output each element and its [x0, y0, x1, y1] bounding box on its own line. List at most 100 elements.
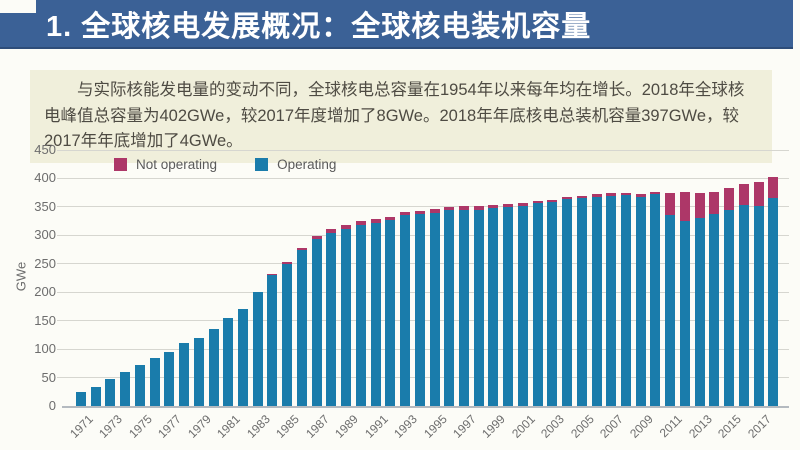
bar-operating-segment — [179, 343, 190, 406]
bar-not-operating-segment — [400, 212, 411, 215]
bar-not-operating-segment — [326, 229, 337, 233]
bar-not-operating-segment — [753, 181, 764, 206]
bar-operating-segment — [753, 205, 764, 406]
bar-not-operating-segment — [768, 177, 779, 199]
not-operating-swatch-icon — [114, 158, 127, 171]
header-notch — [0, 0, 36, 13]
bar-operating-segment — [503, 206, 514, 406]
bar-not-operating-segment — [296, 247, 307, 250]
bar-not-operating-segment — [341, 225, 352, 229]
bar-operating-segment — [90, 386, 101, 406]
bar-not-operating-segment — [282, 262, 293, 264]
bar-not-operating-segment — [414, 210, 425, 214]
bar-not-operating-segment — [724, 188, 735, 210]
y-tick-label: 200 — [34, 284, 56, 300]
bar-not-operating-segment — [635, 193, 646, 197]
bar-not-operating-segment — [591, 194, 602, 197]
bar-operating-segment — [326, 232, 337, 406]
bar-operating-segment — [429, 212, 440, 406]
summary-box: 与实际核能发电量的变动不同，全球核电总容量在1954年以来每年均在增长。2018… — [30, 70, 772, 163]
bar-operating-segment — [267, 275, 278, 406]
bar-not-operating-segment — [679, 191, 690, 222]
bar-not-operating-segment — [503, 204, 514, 207]
bar-not-operating-segment — [517, 202, 528, 206]
bar-not-operating-segment — [488, 205, 499, 209]
y-tick-label: 50 — [41, 369, 56, 385]
bar-operating-segment — [547, 202, 558, 406]
legend: Not operating Operating — [114, 157, 336, 172]
bar-operating-segment — [208, 329, 219, 406]
bar-not-operating-segment — [606, 193, 617, 196]
bar-not-operating-segment — [665, 192, 676, 216]
bar-not-operating-segment — [709, 192, 720, 214]
legend-label: Operating — [277, 157, 337, 172]
capacity-chart: GWe Not operating Operating 0 50 100 150 200… — [0, 142, 800, 445]
bar-not-operating-segment — [738, 184, 749, 206]
bar-not-operating-segment — [562, 196, 573, 199]
legend-item: Not operating — [114, 157, 217, 172]
bar-operating-segment — [694, 217, 705, 406]
bar-operating-segment — [296, 249, 307, 406]
bar-operating-segment — [341, 228, 352, 406]
gridline — [57, 149, 789, 151]
bar-operating-segment — [724, 209, 735, 406]
plot-area: Not operating Operating 0 50 100 150 200 250 3… — [34, 142, 789, 441]
bar-operating-segment — [193, 337, 204, 406]
y-tick-label: 450 — [34, 142, 56, 157]
bar-operating-segment — [679, 221, 690, 406]
bar-operating-segment — [385, 219, 396, 406]
bar-operating-segment — [400, 214, 411, 406]
gridline — [57, 206, 789, 208]
bar-not-operating-segment — [694, 192, 705, 218]
bar-operating-segment — [355, 225, 366, 406]
bar-operating-segment — [635, 196, 646, 406]
bar-operating-segment — [458, 209, 469, 406]
bar-operating-segment — [120, 371, 131, 406]
title-bar: 1. 全球核电发展概况：全球核电装机容量 — [0, 0, 793, 49]
bar-not-operating-segment — [547, 199, 558, 203]
bar-operating-segment — [620, 194, 631, 406]
bar-not-operating-segment — [444, 206, 455, 210]
legend-item: Operating — [255, 157, 336, 172]
gridline — [57, 177, 789, 179]
bar-operating-segment — [650, 194, 661, 406]
bar-not-operating-segment — [429, 209, 440, 213]
y-tick-label: 300 — [34, 227, 56, 243]
bar-not-operating-segment — [385, 216, 396, 220]
bar-not-operating-segment — [576, 195, 587, 198]
bar-not-operating-segment — [458, 206, 469, 210]
bar-operating-segment — [576, 197, 587, 406]
bar-operating-segment — [488, 208, 499, 406]
y-tick-label: 150 — [34, 312, 56, 328]
bar-not-operating-segment — [311, 236, 322, 240]
bar-operating-segment — [134, 365, 145, 406]
bar-operating-segment — [282, 263, 293, 406]
bar-operating-segment — [76, 392, 86, 406]
bar-operating-segment — [149, 357, 160, 406]
bar-not-operating-segment — [473, 205, 484, 210]
bar-not-operating-segment — [267, 274, 278, 276]
y-tick-label: 350 — [34, 198, 56, 214]
bar-not-operating-segment — [650, 192, 661, 195]
bar-operating-segment — [606, 195, 617, 406]
bar-operating-segment — [105, 378, 116, 406]
bar-operating-segment — [252, 292, 263, 406]
operating-swatch-icon — [255, 158, 269, 171]
legend-label: Not operating — [136, 157, 218, 172]
y-tick-label: 400 — [34, 170, 56, 186]
bar-operating-segment — [591, 196, 602, 406]
y-tick-label: 250 — [34, 255, 56, 271]
bar-operating-segment — [768, 198, 779, 406]
bar-not-operating-segment — [532, 200, 543, 203]
bar-operating-segment — [444, 209, 455, 406]
bar-operating-segment — [414, 213, 425, 406]
y-tick-label: 0 — [48, 398, 56, 413]
bar-not-operating-segment — [620, 192, 631, 195]
bar-operating-segment — [738, 205, 749, 406]
summary-text: 与实际核能发电量的变动不同，全球核电总容量在1954年以来每年均在增长。2018… — [44, 81, 745, 151]
bar-operating-segment — [665, 215, 676, 406]
bar-operating-segment — [532, 202, 543, 406]
bar-not-operating-segment — [355, 221, 366, 226]
bar-operating-segment — [164, 351, 175, 406]
